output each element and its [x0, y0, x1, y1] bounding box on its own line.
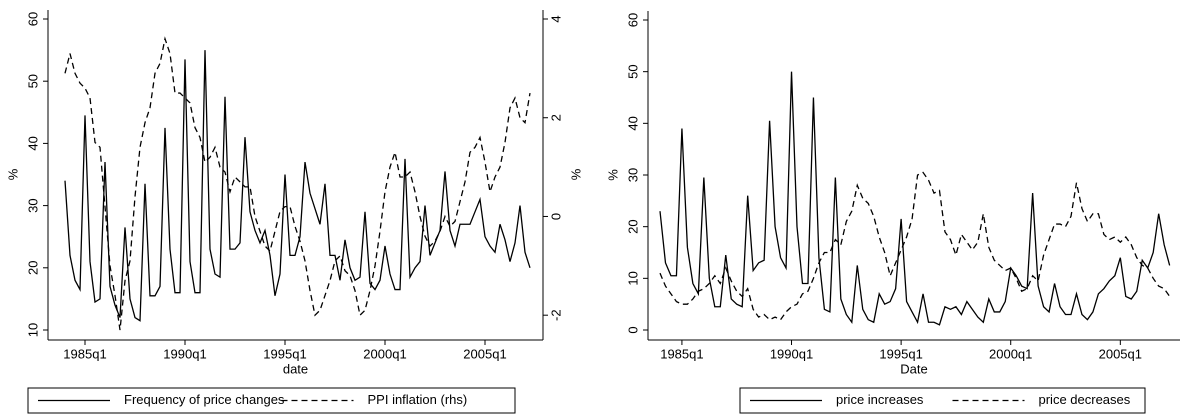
- y-tick-label: 50: [625, 64, 640, 78]
- series-line: [659, 71, 1171, 326]
- y-tick-label: 50: [25, 74, 40, 88]
- y2-tick-label: -2: [548, 309, 563, 321]
- y-tick-label: 30: [25, 198, 40, 212]
- legend-label: price increases: [836, 392, 924, 407]
- x-tick-label: 1985q1: [63, 346, 106, 361]
- y2-tick-label: 0: [548, 213, 563, 220]
- x-tick-label: 1990q1: [770, 346, 813, 361]
- y-tick-label: 0: [625, 326, 640, 333]
- x-tick-label: 1995q1: [263, 346, 306, 361]
- series-line: [64, 36, 531, 331]
- series-line: [64, 50, 531, 322]
- y2-tick-label: 4: [548, 15, 563, 22]
- legend-label: PPI inflation (rhs): [368, 392, 468, 407]
- legend-label: price decreases: [1039, 392, 1131, 407]
- y-tick-label: 40: [25, 136, 40, 150]
- y-tick-label: 20: [625, 219, 640, 233]
- y-tick-label: 10: [25, 323, 40, 337]
- legend-box: [27, 387, 516, 414]
- x-tick-label: 2005q1: [463, 346, 506, 361]
- x-tick-label: 1990q1: [163, 346, 206, 361]
- x-axis-title: date: [283, 361, 308, 376]
- y-tick-label: 30: [625, 168, 640, 182]
- x-tick-label: 2000q1: [363, 346, 406, 361]
- x-tick-label: 1995q1: [879, 346, 922, 361]
- y-tick-label: 40: [625, 116, 640, 130]
- y-axis-title: %: [605, 169, 620, 181]
- legend-box: [739, 387, 1146, 414]
- x-tick-label: 1985q1: [660, 346, 703, 361]
- series-line: [659, 171, 1171, 321]
- y-tick-label: 10: [625, 271, 640, 285]
- y-tick-label: 60: [25, 12, 40, 26]
- y-tick-label: 60: [625, 13, 640, 27]
- y-tick-label: 20: [25, 261, 40, 275]
- x-tick-label: 2005q1: [1099, 346, 1142, 361]
- y2-tick-label: 2: [548, 114, 563, 121]
- y-axis-title: %: [5, 168, 20, 180]
- legend-label: Frequency of price changes: [124, 392, 285, 407]
- x-tick-label: 2000q1: [989, 346, 1032, 361]
- x-axis-title: Date: [900, 361, 927, 376]
- y2-axis-title: %: [568, 168, 583, 180]
